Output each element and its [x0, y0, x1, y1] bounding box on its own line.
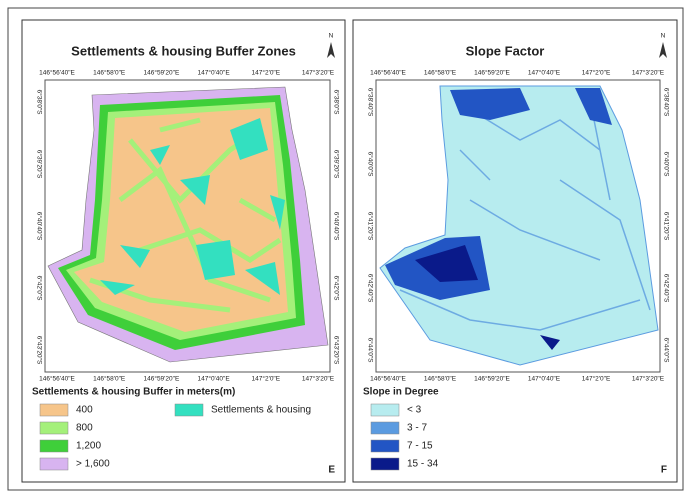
- legend-swatch: [175, 404, 203, 416]
- left-coord: 6°38'0"S: [35, 90, 43, 116]
- right-coord: 6°43'20"S: [332, 336, 340, 365]
- bottom-coord: 146°58'0"E: [424, 375, 457, 383]
- bottom-coord: 147°3'20"E: [302, 375, 335, 383]
- legend-swatch: [371, 422, 399, 434]
- right-coord: 6°39'20"S: [332, 150, 340, 179]
- legend-swatch: [40, 422, 68, 434]
- north-label: N: [329, 33, 334, 40]
- left-coord: 6°38'40"S: [366, 88, 374, 117]
- bottom-coord: 147°2'0"E: [582, 375, 611, 383]
- bottom-coord: 147°2'0"E: [252, 375, 281, 383]
- top-coord: 147°2'0"E: [252, 69, 281, 77]
- legend-label: 15 - 34: [407, 459, 439, 470]
- panel-title: Slope Factor: [466, 43, 545, 58]
- top-coord: 146°58'0"E: [93, 69, 126, 77]
- legend-title: Slope in Degree: [363, 387, 439, 398]
- right-coord: 6°44'0"S: [662, 338, 670, 364]
- legend-label: 800: [76, 423, 93, 434]
- top-coord: 146°56'40"E: [39, 69, 75, 77]
- legend-label: 7 - 15: [407, 441, 433, 452]
- legend-label: 3 - 7: [407, 423, 427, 434]
- right-coord: 6°42'0"S: [332, 276, 340, 302]
- bottom-coord: 146°56'40"E: [370, 375, 406, 383]
- left-coord: 6°42'0"S: [35, 276, 43, 302]
- panel-title: Settlements & housing Buffer Zones: [71, 43, 296, 58]
- right-coord: 6°42'40"S: [662, 274, 670, 303]
- left-coord: 6°40'0"S: [366, 152, 374, 178]
- figure: Settlements & housing Buffer Zones N 146°5…: [0, 0, 691, 498]
- buffer-map: [45, 80, 330, 372]
- left-coord: 6°40'40"S: [35, 212, 43, 241]
- legend-swatch: [40, 404, 68, 416]
- north-label: N: [661, 33, 666, 40]
- legend-swatch: [371, 440, 399, 452]
- legend-title: Settlements & housing Buffer in meters(m…: [32, 387, 235, 398]
- left-coord: 6°42'40"S: [366, 274, 374, 303]
- legend-swatch: [371, 458, 399, 470]
- top-coord: 146°56'40"E: [370, 69, 406, 77]
- legend-swatch: [40, 440, 68, 452]
- legend-swatch: [371, 404, 399, 416]
- top-coord: 147°2'0"E: [582, 69, 611, 77]
- top-coord: 146°58'0"E: [424, 69, 457, 77]
- legend-label: 400: [76, 405, 93, 416]
- bottom-coord: 146°56'40"E: [39, 375, 75, 383]
- bottom-coord: 147°0'40"E: [198, 375, 231, 383]
- top-coord: 146°59'20"E: [474, 69, 510, 77]
- legend-label: < 3: [407, 405, 422, 416]
- bottom-coord: 146°59'20"E: [144, 375, 180, 383]
- right-coord: 6°40'0"S: [662, 152, 670, 178]
- bottom-coord: 146°59'20"E: [474, 375, 510, 383]
- legend-label: Settlements & housing: [211, 405, 311, 416]
- left-coord: 6°39'20"S: [35, 150, 43, 179]
- legend-label: 1,200: [76, 441, 101, 452]
- left-coord: 6°43'20"S: [35, 336, 43, 365]
- legend-label: > 1,600: [76, 459, 110, 470]
- bottom-coord: 147°3'20"E: [632, 375, 665, 383]
- left-coord: 6°41'20"S: [366, 212, 374, 241]
- slope-map: [376, 80, 660, 372]
- top-coord: 147°0'40"E: [198, 69, 231, 77]
- top-coord: 147°0'40"E: [528, 69, 561, 77]
- right-coord: 6°38'40"S: [662, 88, 670, 117]
- bottom-coord: 147°0'40"E: [528, 375, 561, 383]
- top-coord: 147°3'20"E: [632, 69, 665, 77]
- right-coord: 6°38'0"S: [332, 90, 340, 116]
- bottom-coord: 146°58'0"E: [93, 375, 126, 383]
- top-coord: 146°59'20"E: [144, 69, 180, 77]
- right-coord: 6°41'20"S: [662, 212, 670, 241]
- right-coord: 6°40'40"S: [332, 212, 340, 241]
- legend-swatch: [40, 458, 68, 470]
- panel-letter: F: [661, 465, 667, 476]
- left-coord: 6°44'0"S: [366, 338, 374, 364]
- panel-letter: E: [328, 465, 335, 476]
- top-coord: 147°3'20"E: [302, 69, 335, 77]
